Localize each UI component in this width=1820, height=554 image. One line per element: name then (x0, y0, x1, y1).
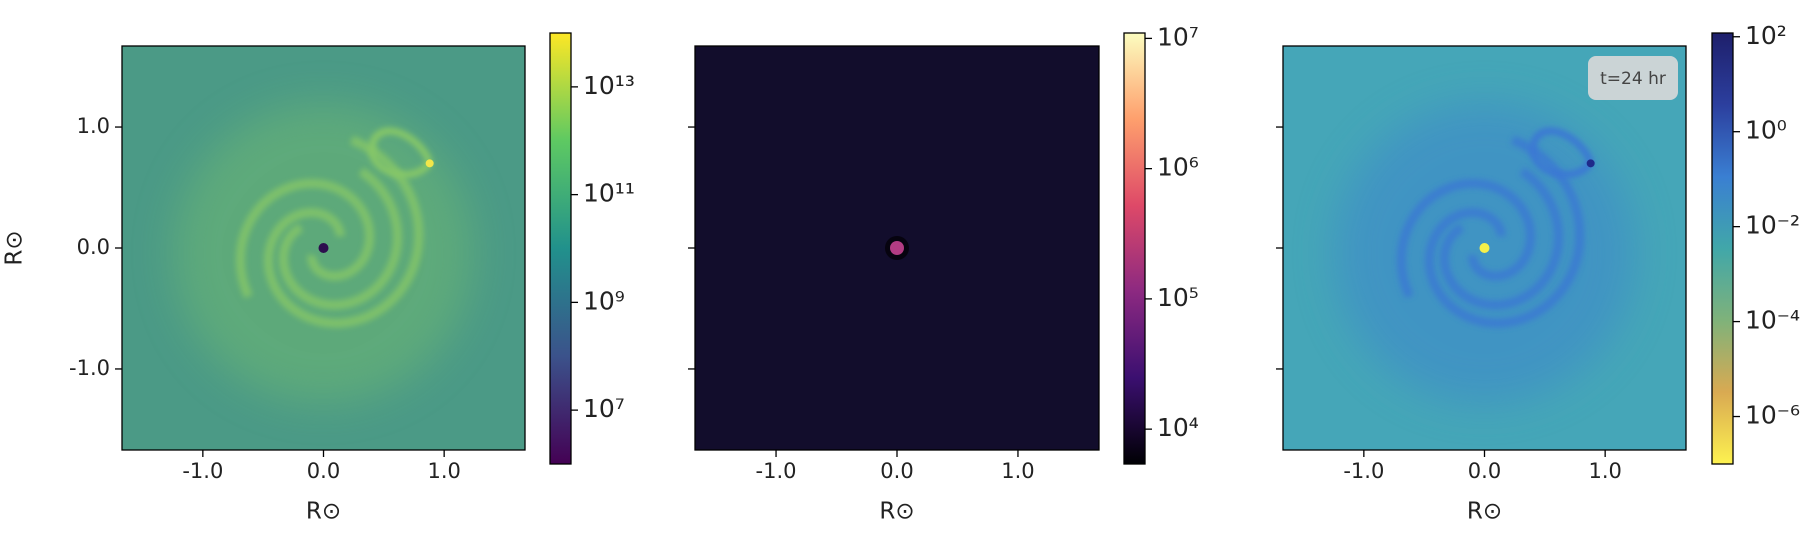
x-tick-label: 0.0 (880, 459, 913, 483)
spiral-arm (263, 135, 424, 328)
spiral-arm (278, 167, 402, 310)
core (890, 241, 904, 255)
spiral-arm (1424, 135, 1585, 328)
y-axis-label: R⊙ (2, 230, 28, 265)
annotation: t=24 hr (1600, 69, 1666, 89)
annotation-box (1588, 56, 1678, 100)
heatmap-image (122, 46, 525, 450)
x-tick-label: 1.0 (427, 459, 460, 483)
companion (425, 159, 434, 168)
colorbar-tick-label: 10⁻⁶ (1745, 401, 1800, 430)
colorbar-tick-label: 10¹¹ (583, 179, 635, 208)
colorbar-tick-label: 10⁶ (1157, 153, 1199, 182)
colorbar (1711, 32, 1734, 465)
y-tick-label: 1.0 (77, 114, 110, 138)
spiral-arm (235, 179, 375, 299)
accretion-tail (1529, 127, 1595, 178)
colorbar-tick-label: 10¹³ (583, 71, 635, 100)
colorbar (549, 32, 572, 465)
y-tick-label: -1.0 (69, 356, 110, 380)
x-tick-label: 1.0 (1588, 459, 1621, 483)
x-axis-label: R⊙ (1467, 499, 1502, 525)
x-tick-label: -1.0 (182, 459, 223, 483)
heatmap-image (1283, 46, 1686, 450)
x-tick-label: 0.0 (1468, 459, 1501, 483)
colorbar-tick-label: 10⁴ (1157, 413, 1199, 442)
colorbar-tick-label: 10⁻⁴ (1745, 306, 1800, 335)
x-tick-label: 0.0 (307, 459, 340, 483)
x-tick-label: 1.0 (1001, 459, 1034, 483)
x-tick-label: -1.0 (756, 459, 797, 483)
colorbar-tick-label: 10⁷ (583, 394, 625, 423)
colorbar-tick-label: 10⁹ (583, 286, 625, 315)
colorbar-tick-label: 10⁷ (1157, 22, 1199, 51)
y-tick-label: 0.0 (77, 235, 110, 259)
colorbar-tick-label: 10² (1745, 21, 1787, 50)
colorbar-tick-label: 10⁰ (1745, 116, 1787, 145)
x-tick-label: -1.0 (1343, 459, 1384, 483)
companion (1586, 159, 1595, 168)
core (1479, 243, 1490, 253)
colorbar-tick-label: 10⁻² (1745, 211, 1800, 240)
colorbar (1123, 32, 1146, 465)
x-axis-label: R⊙ (879, 499, 914, 525)
colorbar-tick-label: 10⁵ (1157, 283, 1199, 312)
accretion-tail (368, 127, 434, 178)
spiral-arm (1396, 179, 1536, 299)
x-axis-label: R⊙ (306, 499, 341, 525)
heatmap-image (695, 46, 1099, 450)
spiral-arm (1439, 167, 1563, 310)
core (318, 243, 329, 253)
